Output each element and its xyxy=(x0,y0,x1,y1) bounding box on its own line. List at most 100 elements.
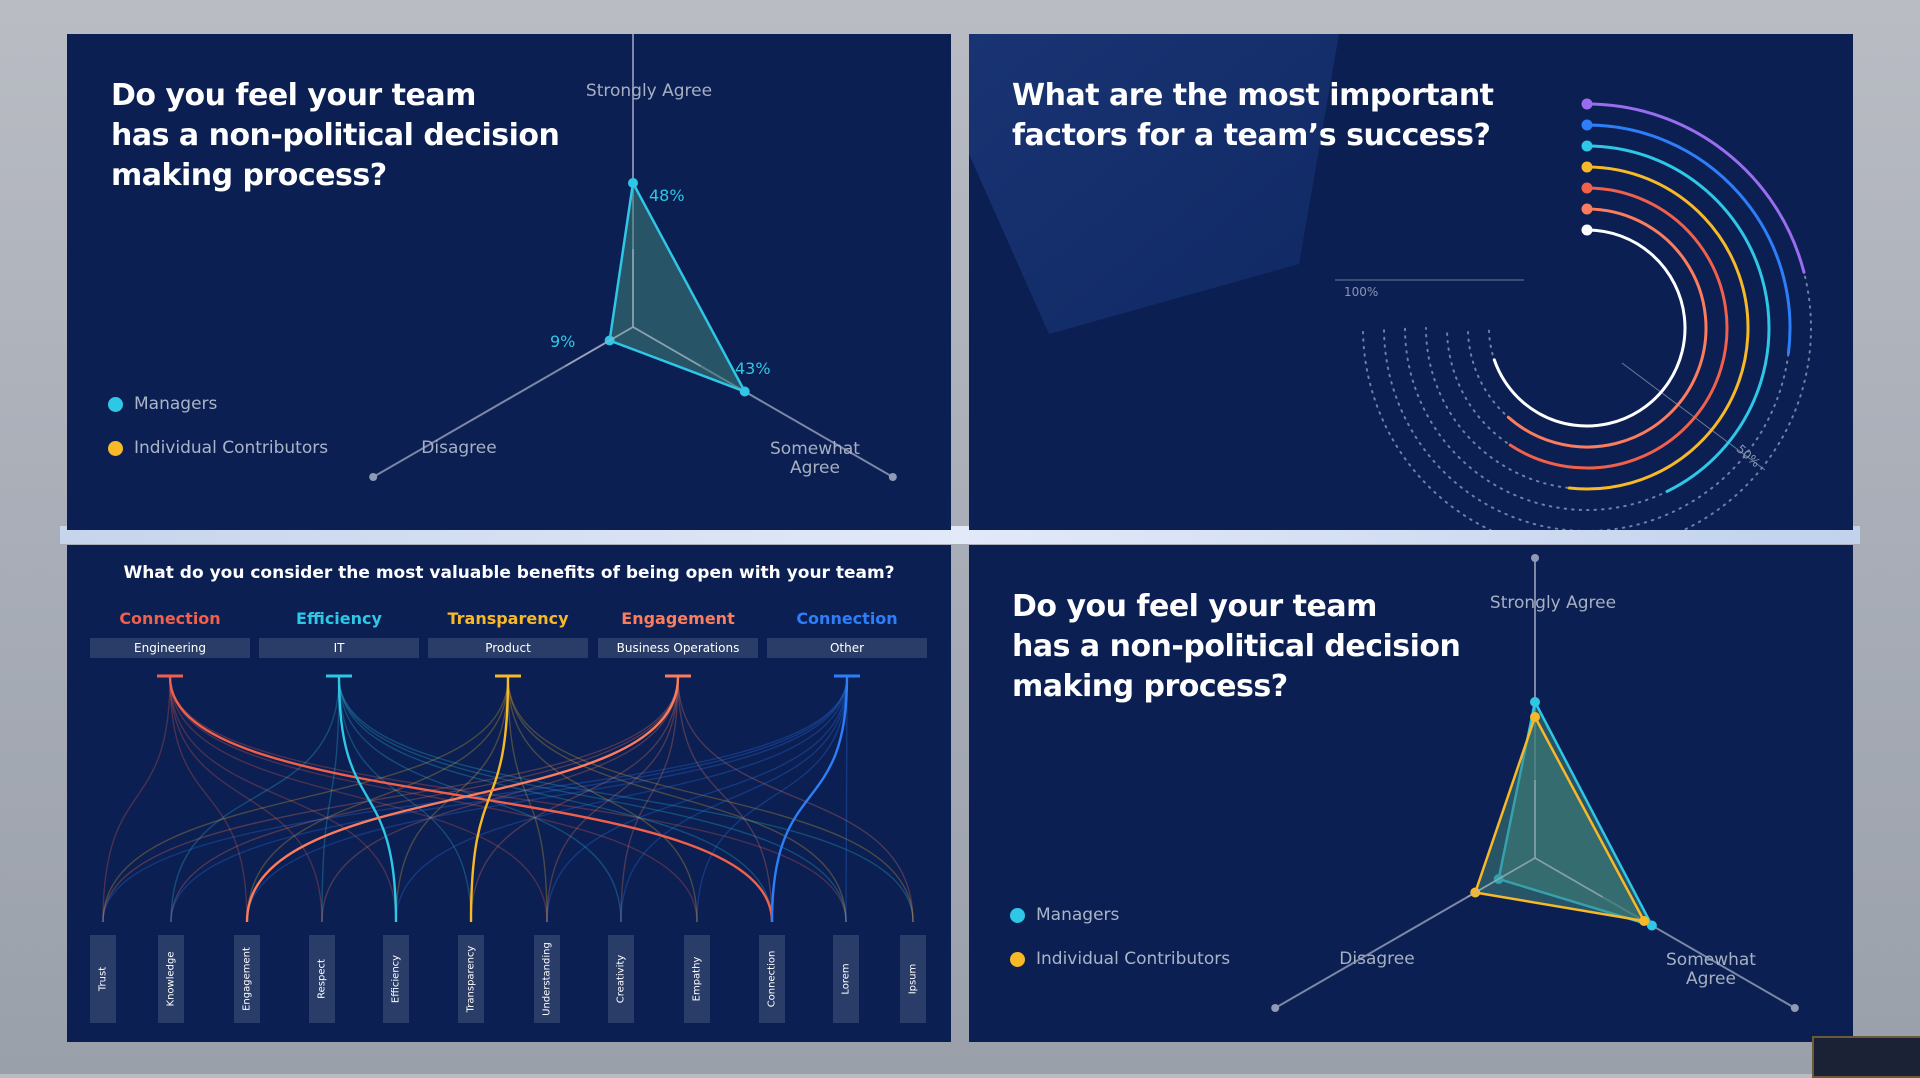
flow-line xyxy=(620,676,679,923)
radial-bar xyxy=(1508,186,1729,470)
flow-line xyxy=(507,676,847,923)
flow-line xyxy=(395,676,509,923)
radial-bar xyxy=(1506,207,1708,449)
flow-line xyxy=(321,676,679,923)
flow-line xyxy=(470,676,679,923)
managers-dot-icon xyxy=(108,396,123,412)
flow-line-highlight xyxy=(337,676,398,923)
flow-line xyxy=(169,676,323,923)
radial-bar-start-dot xyxy=(1581,224,1593,236)
axis-label-strongly-agree: Strongly Agree xyxy=(1489,593,1617,613)
benefit-label: Trust xyxy=(97,966,109,992)
radial-bar-start-dot xyxy=(1581,98,1593,110)
panel2-question: What are the most important factors for … xyxy=(1012,76,1494,156)
question-line: What are the most important xyxy=(1012,78,1494,113)
panel3-title: What do you consider the most valuable b… xyxy=(123,563,895,583)
flow-line xyxy=(620,676,848,923)
flow-line xyxy=(321,676,340,923)
legend-label: Individual Contributors xyxy=(1036,949,1231,969)
flow-line-highlight xyxy=(245,676,680,923)
flow-line xyxy=(546,676,848,923)
flow-line xyxy=(338,676,472,923)
category-label: Transparency xyxy=(447,609,569,628)
benefit-bar: Engagement xyxy=(234,935,260,1023)
question-line: has a non-political decision xyxy=(1012,629,1461,664)
inner-axis-line xyxy=(565,326,634,367)
parallel-sets-panel: What do you consider the most valuable b… xyxy=(67,545,951,1042)
presenter-thumbnail xyxy=(1812,1036,1920,1078)
flow-line xyxy=(845,676,848,923)
benefit-bar: Ipsum xyxy=(900,935,926,1023)
axis-end-dot xyxy=(1790,1004,1799,1012)
diagonal-tick xyxy=(1621,362,1766,471)
flow-line-highlight xyxy=(770,676,849,923)
radial-bar-chart xyxy=(1335,98,1812,530)
axis-label-line: Somewhat xyxy=(1666,950,1756,970)
radar-panel-top: Do you feel your team has a non-politica… xyxy=(67,34,951,530)
question-line: making process? xyxy=(1012,669,1288,704)
radar-area-individual-contributors xyxy=(1473,713,1647,923)
radar-point xyxy=(739,386,750,397)
inner-axis-line xyxy=(1534,857,1603,898)
radial-bar xyxy=(1567,165,1750,491)
radial-bar xyxy=(1585,123,1792,355)
flow-line xyxy=(102,676,679,923)
flow-line xyxy=(677,676,914,923)
flow-line xyxy=(102,676,509,923)
radial-bar-start-dot xyxy=(1581,161,1593,173)
question-line: making process? xyxy=(111,158,387,193)
question-line: factors for a team’s success? xyxy=(1012,118,1491,153)
flow-line xyxy=(338,676,914,923)
background-glow xyxy=(60,526,1860,544)
flow-line xyxy=(338,676,622,923)
radial-bar-start-dot xyxy=(1581,182,1593,194)
benefit-label: Knowledge xyxy=(165,951,177,1007)
value-label-48: 48% xyxy=(649,186,685,205)
legend-item-individual-contributors: Individual Contributors xyxy=(1010,949,1230,969)
flow-line xyxy=(169,676,698,923)
flow-line xyxy=(507,676,548,923)
flow-line xyxy=(507,676,914,923)
axis-label-somewhat-agree: Somewhat Agree xyxy=(745,440,885,478)
benefit-bar: Efficiency xyxy=(383,935,409,1023)
question-line: Do you feel your team xyxy=(111,78,476,113)
flow-line xyxy=(102,676,848,923)
panel4-legend: Managers Individual Contributors xyxy=(1010,905,1230,993)
managers-dot-icon xyxy=(1010,907,1025,923)
flow-line xyxy=(507,676,698,923)
radar-point xyxy=(1639,916,1650,926)
flow-chart xyxy=(102,674,914,923)
flow-line xyxy=(246,676,848,923)
legend-item-individual-contributors: Individual Contributors xyxy=(108,438,328,458)
benefit-bar: Trust xyxy=(90,935,116,1023)
flow-line xyxy=(170,676,340,923)
benefit-label: Empathy xyxy=(691,956,703,1002)
benefit-bar: Knowledge xyxy=(158,935,184,1023)
department-label: Engineering xyxy=(90,638,250,658)
radar-chart-1 xyxy=(369,34,897,481)
benefit-bar: Respect xyxy=(309,935,335,1023)
question-line: Do you feel your team xyxy=(1012,589,1377,624)
legend-label: Managers xyxy=(1036,905,1120,925)
radial-bar xyxy=(1585,102,1806,274)
flow-line xyxy=(546,676,679,923)
radar-point xyxy=(628,178,638,188)
legend-item-managers: Managers xyxy=(1010,905,1230,925)
radial-bar-panel: What are the most important factors for … xyxy=(969,34,1853,530)
benefit-bar: Connection xyxy=(759,935,785,1023)
benefit-label: Efficiency xyxy=(390,954,402,1004)
benefit-bar: Creativity xyxy=(608,935,634,1023)
department-label: Other xyxy=(767,638,927,658)
flow-line xyxy=(677,676,773,923)
benefit-label: Creativity xyxy=(615,954,627,1004)
value-label-43: 43% xyxy=(735,359,771,378)
flow-line xyxy=(169,676,248,923)
department-label: Business Operations xyxy=(598,638,758,658)
radar-point xyxy=(1646,920,1657,931)
axis-end-dot xyxy=(1271,1004,1280,1012)
axis-label-strongly-agree: Strongly Agree xyxy=(585,81,713,101)
flow-line xyxy=(170,676,679,923)
inner-axis-line xyxy=(632,326,701,367)
flow-line-highlight xyxy=(469,676,510,923)
benefit-label: Connection xyxy=(766,950,778,1008)
